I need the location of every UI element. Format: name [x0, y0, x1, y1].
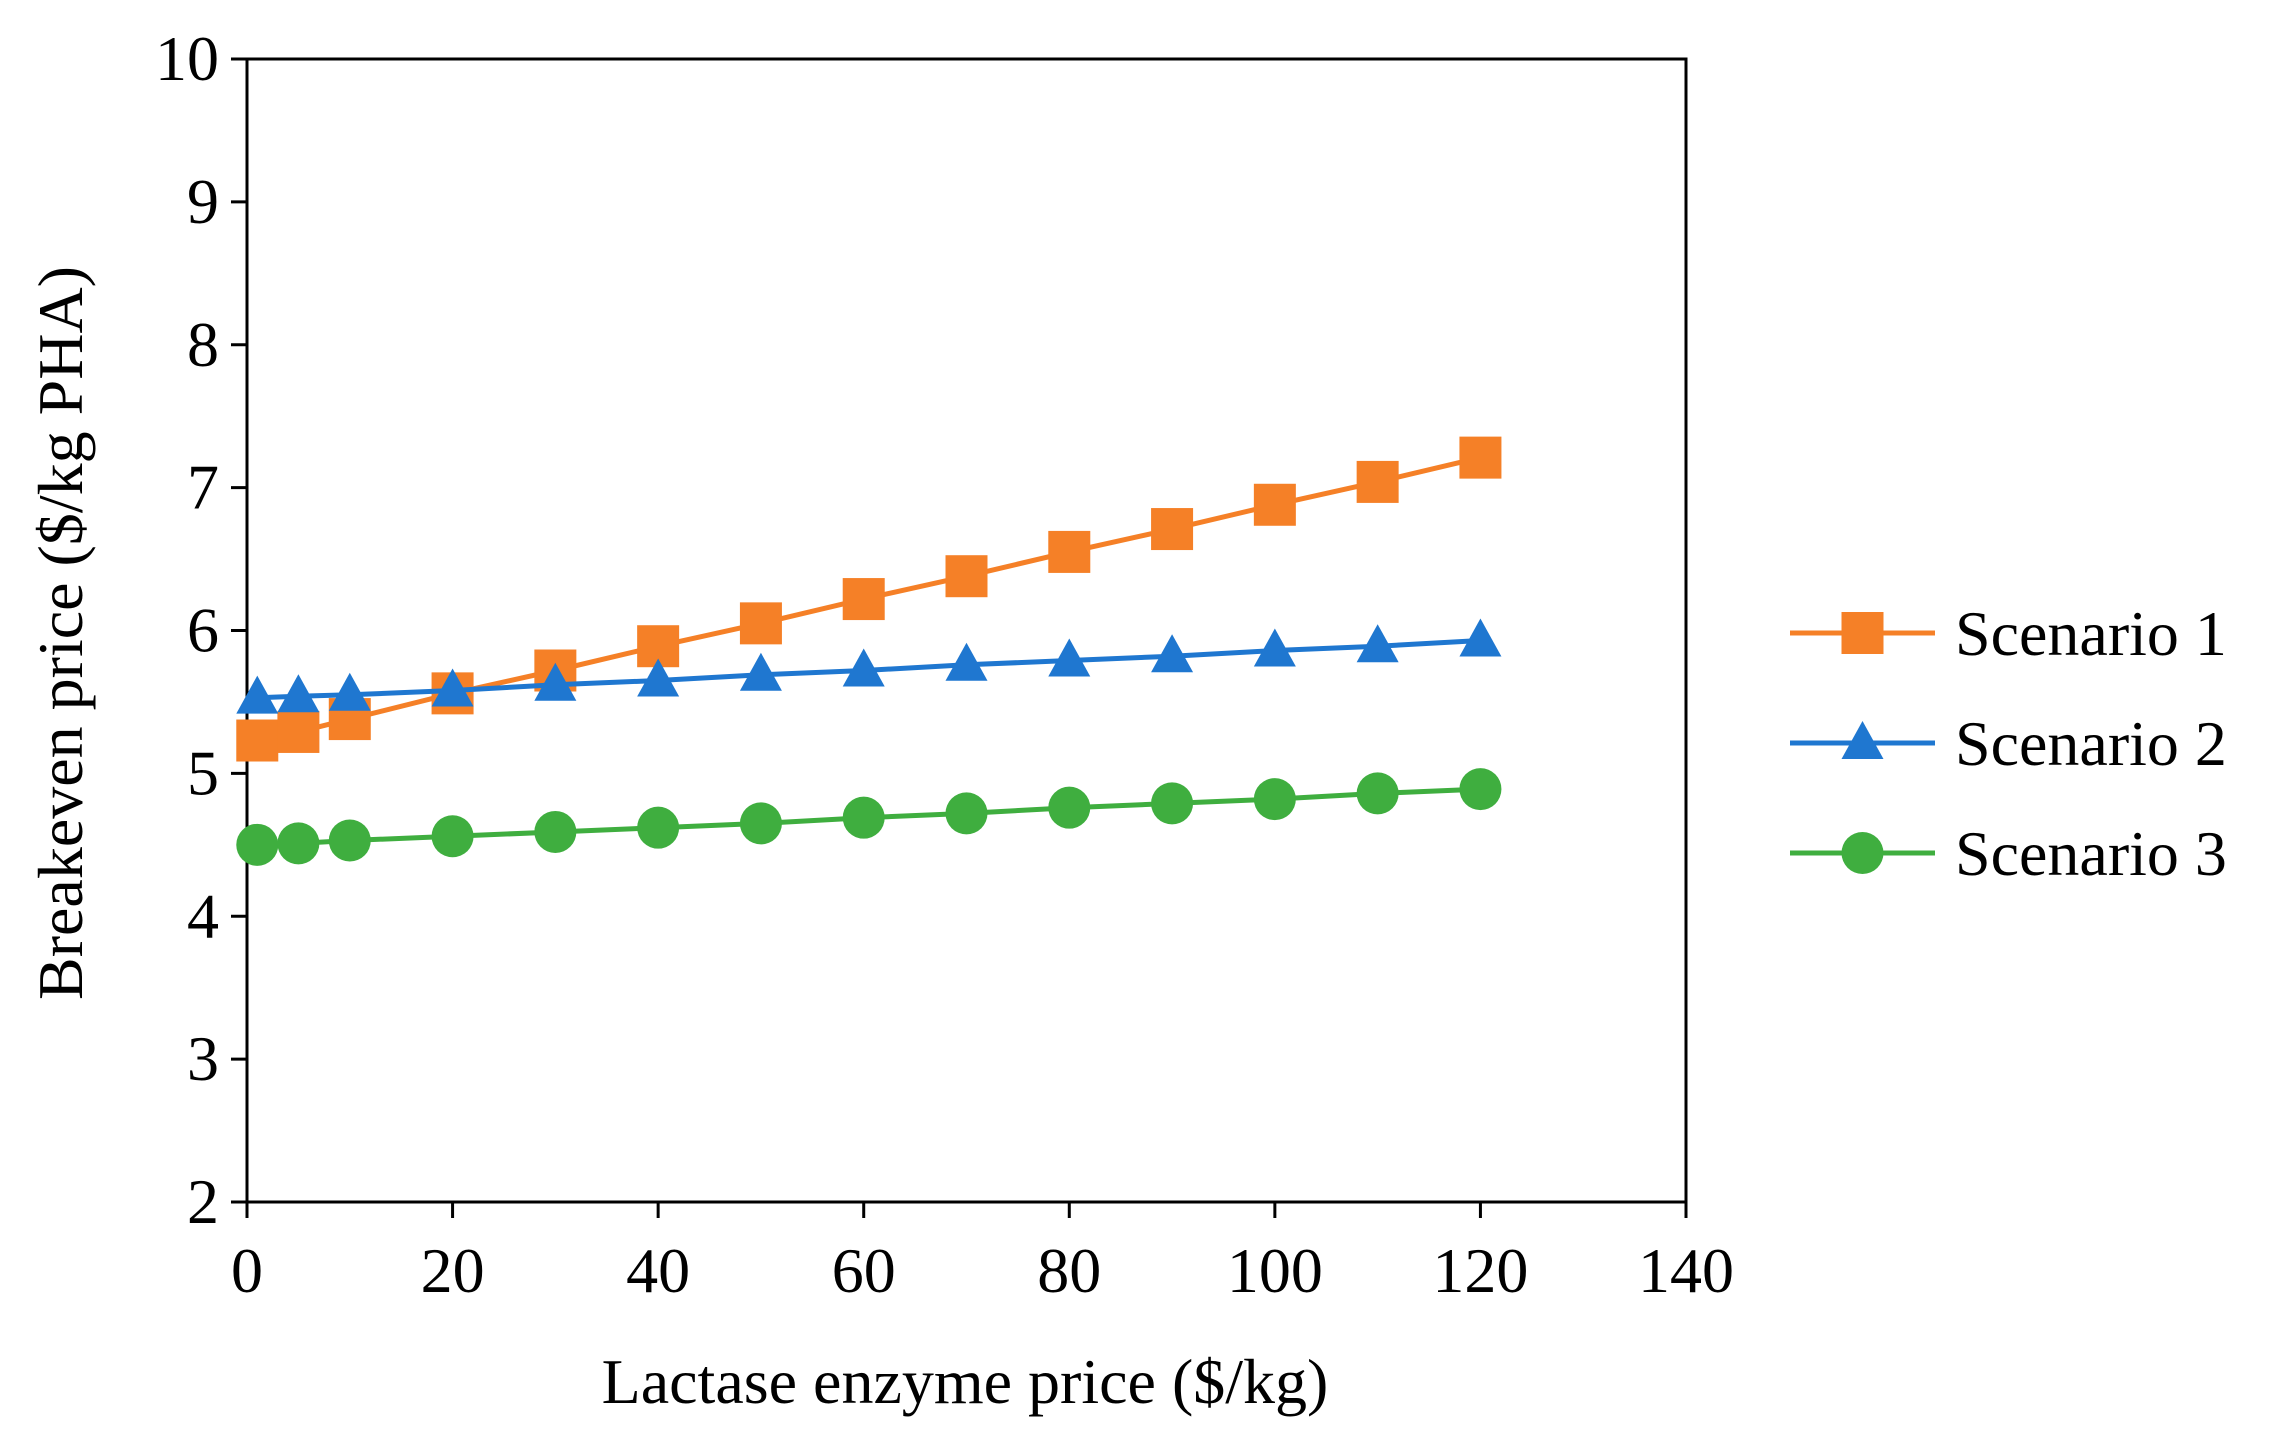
y-tick-label: 5 [187, 737, 219, 808]
legend-label: Scenario 2 [1955, 708, 2227, 779]
data-point [739, 652, 782, 691]
y-tick-label: 8 [187, 309, 219, 380]
data-point [842, 648, 885, 687]
legend-label: Scenario 3 [1955, 818, 2227, 889]
data-point [534, 810, 577, 853]
legend-item-2: Scenario 2 [1790, 708, 2227, 779]
data-point [328, 672, 371, 711]
y-tick-label: 9 [187, 166, 219, 237]
data-point [1459, 618, 1502, 657]
data-point [842, 578, 885, 621]
data-point [1151, 508, 1194, 551]
data-point [637, 658, 680, 697]
x-tick-label: 140 [1638, 1235, 1734, 1306]
x-tick-label: 80 [1037, 1235, 1101, 1306]
data-point [1151, 634, 1194, 673]
data-point [1151, 782, 1194, 825]
data-point [945, 792, 988, 835]
series-3 [236, 768, 1502, 866]
data-point [328, 819, 371, 862]
x-tick-label: 0 [231, 1235, 263, 1306]
x-tick-label: 100 [1227, 1235, 1323, 1306]
data-point [637, 806, 680, 849]
data-point [945, 642, 988, 681]
data-point [277, 822, 320, 865]
data-point [236, 675, 279, 714]
y-tick-label: 4 [187, 880, 219, 951]
data-point [534, 662, 577, 701]
data-point [1459, 768, 1502, 811]
plot-area-border [245, 57, 1688, 1204]
data-point [1459, 436, 1502, 479]
legend-label: Scenario 1 [1955, 598, 2227, 669]
data-point [1048, 638, 1091, 677]
legend-item-1: Scenario 1 [1790, 598, 2227, 669]
data-point [1048, 786, 1091, 829]
legend: Scenario 1 Scenario 2 Scenario 3 [1790, 598, 2227, 889]
legend-marker [1841, 721, 1884, 759]
data-point [277, 674, 320, 713]
data-point [1356, 460, 1399, 503]
x-tick-label: 40 [626, 1235, 690, 1306]
data-point [277, 710, 320, 753]
plot-frame-layer [245, 57, 1688, 1204]
x-axis-title: Lactase enzyme price ($/kg) [602, 1346, 1329, 1417]
y-tick-label: 10 [155, 23, 219, 94]
data-point [739, 802, 782, 845]
x-tick-label: 120 [1432, 1235, 1528, 1306]
x-tick-label: 60 [832, 1235, 896, 1306]
data-point [1253, 778, 1296, 821]
y-tick-label: 2 [187, 1166, 219, 1237]
data-point [431, 815, 474, 858]
series-layer [236, 436, 1502, 866]
series-2 [236, 618, 1502, 714]
legend-marker [1841, 612, 1884, 654]
data-point [236, 719, 279, 762]
series-1 [236, 436, 1502, 762]
y-axis-title: Breakeven price ($/kg PHA) [25, 266, 96, 1000]
data-point [236, 823, 279, 866]
data-point [1048, 530, 1091, 573]
data-point [1253, 483, 1296, 526]
data-point [842, 796, 885, 839]
x-tick-label: 20 [421, 1235, 485, 1306]
y-tick-label: 6 [187, 595, 219, 666]
data-point [1253, 628, 1296, 667]
data-point [739, 602, 782, 645]
data-point [1356, 624, 1399, 663]
data-point [945, 555, 988, 598]
y-tick-label: 3 [187, 1023, 219, 1094]
series-line-2 [257, 638, 1481, 701]
legend-item-3: Scenario 3 [1790, 818, 2227, 889]
data-point [431, 668, 474, 707]
data-point [1356, 772, 1399, 815]
y-tick-label: 7 [187, 452, 219, 523]
legend-marker [1841, 832, 1884, 874]
